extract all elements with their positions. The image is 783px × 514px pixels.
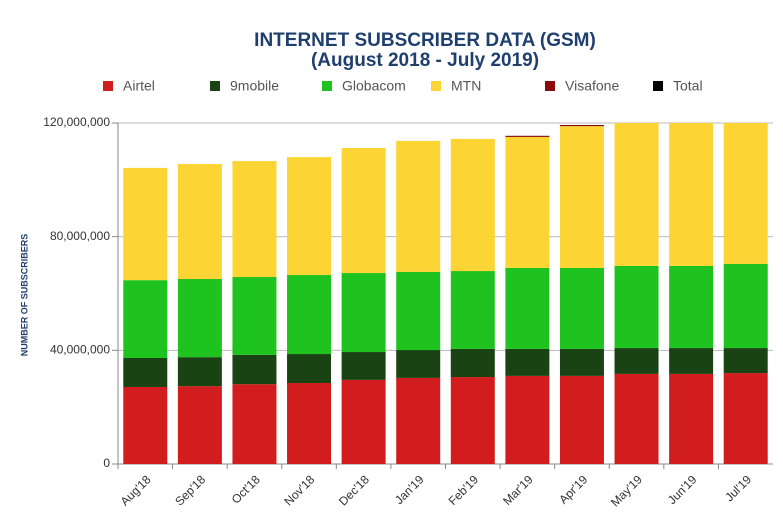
x-tick-label: Dec'18	[336, 472, 372, 508]
legend-swatch	[545, 81, 555, 91]
bar-segment	[559, 126, 604, 268]
y-axis-label: NUMBER OF SUBSCRIBERS	[19, 234, 29, 357]
bar-segment	[723, 348, 768, 374]
bar-segment	[669, 373, 714, 464]
bar-segment	[505, 375, 550, 464]
bar-segment	[177, 279, 222, 358]
bar-segment	[123, 280, 168, 359]
bar-segment	[614, 373, 659, 464]
legend-label: Total	[673, 78, 703, 94]
bar-segment	[723, 373, 768, 464]
bar-segment	[287, 275, 332, 355]
x-tick-label: Sep'18	[172, 472, 208, 508]
legend-label: Airtel	[123, 78, 155, 94]
bar-segment	[723, 263, 768, 349]
bar-segment	[614, 348, 659, 374]
bar-segment	[505, 135, 550, 137]
x-tick-label: Jun'19	[665, 472, 700, 507]
bar-segment	[341, 352, 386, 380]
legend-label: MTN	[451, 78, 481, 94]
chart-title: INTERNET SUBSCRIBER DATA (GSM)	[254, 30, 596, 51]
bar-segment	[396, 271, 441, 351]
x-tick-label: Apr'19	[556, 472, 590, 506]
bar-segment	[232, 384, 277, 464]
bar-segment	[450, 348, 495, 378]
bar-segment	[396, 377, 441, 464]
bar-segment	[669, 265, 714, 349]
bar-segment	[177, 357, 222, 387]
chart-subtitle: (August 2018 - July 2019)	[311, 50, 539, 71]
legend-swatch	[431, 81, 441, 91]
bar-segment	[287, 157, 332, 276]
legend-swatch	[210, 81, 220, 91]
legend-swatch	[103, 81, 113, 91]
bar-segment	[396, 350, 441, 378]
bar-segment	[396, 140, 441, 272]
bar-segment	[505, 348, 550, 376]
bar-segment	[669, 348, 714, 374]
bar-segment	[450, 138, 495, 272]
x-tick-label: Jan'19	[392, 472, 427, 507]
bar-segment	[614, 123, 659, 266]
bar-segment	[232, 277, 277, 355]
bar-segment	[177, 386, 222, 464]
y-tick-label: 80,000,000	[50, 229, 110, 243]
y-tick-label: 120,000,000	[43, 115, 110, 129]
bar-segment	[123, 386, 168, 464]
legend-label: 9mobile	[230, 78, 279, 94]
bar-segment	[341, 273, 386, 353]
y-tick-label: 40,000,000	[50, 343, 110, 357]
bar-segment	[232, 354, 277, 385]
x-tick-label: Mar'19	[500, 472, 536, 508]
bar-segment	[723, 123, 768, 264]
bar-segment	[450, 271, 495, 349]
bar-segment	[559, 124, 604, 127]
bar-segment	[614, 265, 659, 349]
bar-segment	[232, 161, 277, 278]
bar-segment	[123, 167, 168, 281]
bar-segment	[287, 383, 332, 464]
bar-segment	[559, 375, 604, 464]
bar-segment	[450, 377, 495, 464]
bar-segment	[505, 136, 550, 268]
legend-swatch	[653, 81, 663, 91]
legend-label: Globacom	[342, 78, 406, 94]
bar-segment	[341, 148, 386, 274]
bar-segment	[559, 267, 604, 349]
y-tick-label: 0	[103, 456, 110, 470]
bar-segment	[341, 379, 386, 464]
legend-swatch	[322, 81, 332, 91]
x-tick-label: Feb'19	[446, 472, 482, 508]
bar-segment	[287, 354, 332, 384]
legend-label: Visafone	[565, 78, 619, 94]
x-tick-label: Jul'19	[722, 472, 754, 504]
x-tick-label: Aug'18	[118, 472, 154, 508]
x-tick-label: May'19	[608, 472, 645, 509]
bar-segment	[669, 123, 714, 266]
x-tick-label: Oct'18	[229, 472, 263, 506]
bar-segment	[505, 267, 550, 349]
bar-segment	[559, 348, 604, 376]
bar-segment	[177, 163, 222, 280]
bar-segment	[123, 358, 168, 387]
x-tick-label: Nov'18	[281, 472, 317, 508]
